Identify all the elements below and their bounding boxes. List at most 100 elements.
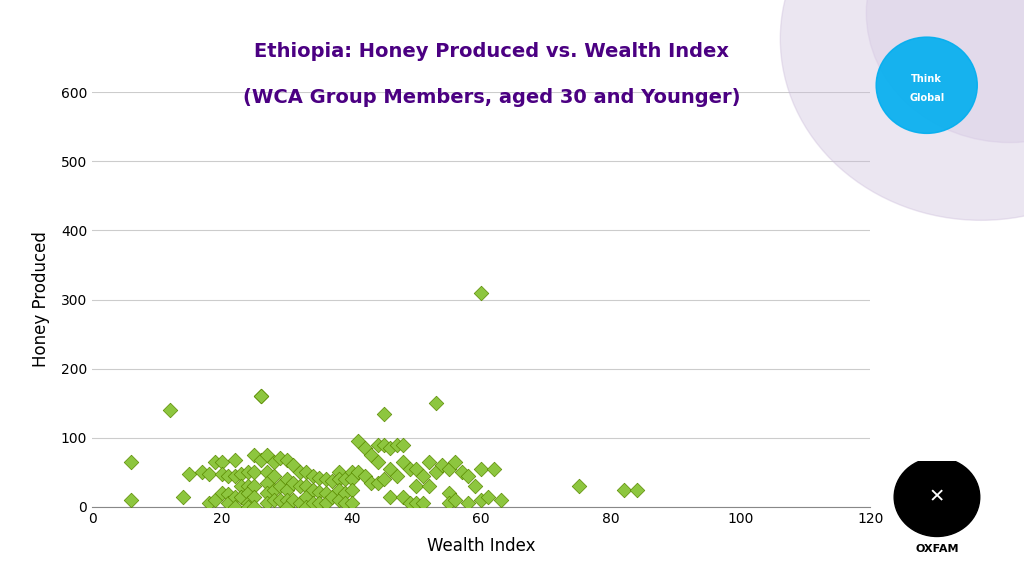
Point <box>253 392 269 401</box>
Point <box>285 495 301 505</box>
Point <box>395 440 412 449</box>
Point <box>311 487 328 497</box>
Point <box>440 488 457 498</box>
Point <box>292 468 308 477</box>
Point <box>331 468 347 477</box>
Point <box>259 468 275 477</box>
Point <box>473 495 489 505</box>
Circle shape <box>866 0 1024 143</box>
Point <box>279 485 295 494</box>
Point <box>356 471 373 480</box>
Point <box>343 499 359 508</box>
Point <box>292 499 308 508</box>
Point <box>214 457 230 467</box>
Point <box>240 502 256 511</box>
Point <box>311 499 328 508</box>
Point <box>226 455 243 464</box>
Point <box>389 471 406 480</box>
Point <box>253 392 269 401</box>
Point <box>214 488 230 498</box>
Point <box>615 485 632 494</box>
Point <box>246 502 262 511</box>
Point <box>376 409 392 418</box>
Point <box>220 490 237 499</box>
Point <box>246 468 262 477</box>
Point <box>226 502 243 511</box>
Point <box>370 440 386 449</box>
Point <box>454 468 470 477</box>
Point <box>279 495 295 505</box>
Point <box>370 457 386 467</box>
Point <box>226 492 243 501</box>
Point <box>317 499 334 508</box>
Point <box>265 485 282 494</box>
Point <box>123 495 139 505</box>
Text: Global: Global <box>909 93 944 103</box>
Point <box>272 454 289 463</box>
Point <box>201 469 217 478</box>
Point <box>382 464 398 473</box>
Point <box>473 288 489 297</box>
X-axis label: Wealth Index: Wealth Index <box>427 537 536 555</box>
Point <box>123 457 139 467</box>
Point <box>493 495 509 505</box>
Point <box>272 495 289 505</box>
Point <box>415 499 431 508</box>
Point <box>246 492 262 501</box>
Point <box>343 475 359 484</box>
Point <box>233 469 250 478</box>
Point <box>421 482 437 491</box>
Point <box>428 468 444 477</box>
Circle shape <box>877 37 977 134</box>
Point <box>298 482 314 491</box>
Point <box>279 475 295 484</box>
Point <box>311 473 328 483</box>
Y-axis label: Honey Produced: Honey Produced <box>32 232 50 367</box>
Point <box>259 499 275 508</box>
Point <box>259 478 275 487</box>
Point <box>324 476 340 485</box>
Point <box>265 457 282 467</box>
Point <box>362 450 379 460</box>
Text: ✕: ✕ <box>929 488 945 506</box>
Point <box>214 469 230 478</box>
Text: (WCA Group Members, aged 30 and Younger): (WCA Group Members, aged 30 and Younger) <box>243 89 740 107</box>
Point <box>382 444 398 453</box>
Point <box>162 406 178 415</box>
Point <box>285 478 301 487</box>
Point <box>226 471 243 480</box>
Point <box>460 471 476 480</box>
Point <box>240 482 256 491</box>
Point <box>292 482 308 491</box>
Point <box>467 482 483 491</box>
Point <box>486 464 503 473</box>
Point <box>298 492 314 501</box>
Point <box>362 478 379 487</box>
Point <box>304 485 321 494</box>
Text: Ethiopia: Honey Produced vs. Wealth Index: Ethiopia: Honey Produced vs. Wealth Inde… <box>254 43 729 61</box>
Point <box>272 482 289 491</box>
Point <box>343 485 359 494</box>
Point <box>304 471 321 480</box>
Point <box>337 499 353 508</box>
Point <box>382 492 398 501</box>
Point <box>279 502 295 511</box>
Point <box>324 492 340 501</box>
Point <box>317 488 334 498</box>
Point <box>265 471 282 480</box>
Point <box>409 482 425 491</box>
Point <box>304 499 321 508</box>
Circle shape <box>780 0 1024 220</box>
Point <box>350 468 367 477</box>
Point <box>629 485 645 494</box>
Point <box>298 502 314 511</box>
Circle shape <box>894 458 980 536</box>
Point <box>233 482 250 491</box>
Point <box>389 440 406 449</box>
Point <box>428 399 444 408</box>
Point <box>350 437 367 446</box>
Point <box>356 444 373 453</box>
Point <box>331 475 347 484</box>
Point <box>259 450 275 460</box>
Point <box>343 468 359 477</box>
